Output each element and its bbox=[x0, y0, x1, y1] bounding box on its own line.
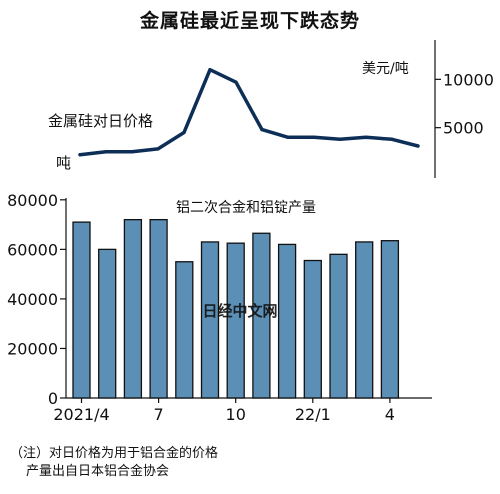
price-point bbox=[338, 137, 342, 141]
production-y-tick-label: 20000 bbox=[7, 339, 58, 358]
production-x-tick-label: 22/1 bbox=[295, 405, 331, 424]
price-y-tick-label: 5000 bbox=[443, 119, 484, 138]
production-x-tick-label: 7 bbox=[154, 405, 164, 424]
production-chart-title: 铝二次合金和铝锭产量 bbox=[176, 200, 316, 216]
price-point bbox=[208, 68, 212, 72]
price-point bbox=[416, 144, 420, 148]
price-point bbox=[182, 130, 186, 135]
production-x-tick-label: 2021/4 bbox=[53, 405, 109, 424]
price-point bbox=[78, 153, 82, 157]
production-bar bbox=[329, 253, 348, 399]
production-bar-chart: 铝二次合金和铝锭产量 0 20000 40000 60000 80000 2021/4 7 10… bbox=[7, 191, 432, 424]
production-bar bbox=[200, 241, 220, 399]
footnote-price: （注）对日价格为用于铝合金的价格 bbox=[10, 446, 219, 461]
production-y-tick-label: 40000 bbox=[7, 290, 58, 309]
price-point bbox=[156, 147, 160, 151]
price-point bbox=[364, 135, 368, 139]
production-bar bbox=[98, 248, 117, 399]
price-series-label-unit: 吨 bbox=[56, 154, 71, 172]
production-y-tick-label: 60000 bbox=[7, 240, 58, 259]
production-bar bbox=[175, 261, 194, 399]
production-y-tick-label: 80000 bbox=[7, 191, 58, 210]
footnote-source: 产量出自日本铝合金协会 bbox=[26, 464, 170, 479]
price-point bbox=[104, 150, 108, 154]
production-bar bbox=[380, 240, 400, 399]
price-y-tick-label: 10000 bbox=[443, 70, 494, 89]
price-point bbox=[312, 135, 316, 139]
production-bar bbox=[123, 218, 143, 399]
price-point bbox=[286, 135, 290, 139]
price-point bbox=[130, 150, 134, 154]
production-bar bbox=[303, 259, 322, 399]
chart-title: 金属硅最近呈现下跌态势 bbox=[139, 10, 360, 32]
watermark-logo: 日经中文网 bbox=[202, 302, 277, 320]
production-bar bbox=[252, 232, 271, 399]
price-point bbox=[260, 128, 264, 132]
price-unit-label: 美元/吨 bbox=[362, 61, 409, 77]
price-point bbox=[234, 80, 238, 84]
production-bar bbox=[72, 221, 91, 399]
price-series-line bbox=[78, 67, 420, 157]
production-x-tick-label: 10 bbox=[226, 405, 246, 424]
production-bar bbox=[277, 243, 297, 399]
price-point bbox=[390, 137, 394, 141]
production-x-tick-label: 4 bbox=[385, 405, 395, 424]
production-bar bbox=[149, 218, 168, 399]
production-bar bbox=[226, 242, 245, 399]
production-bar bbox=[355, 241, 374, 399]
price-series-label: 金属硅对日价格 bbox=[48, 112, 153, 130]
production-y-tick-label: 0 bbox=[48, 389, 58, 408]
